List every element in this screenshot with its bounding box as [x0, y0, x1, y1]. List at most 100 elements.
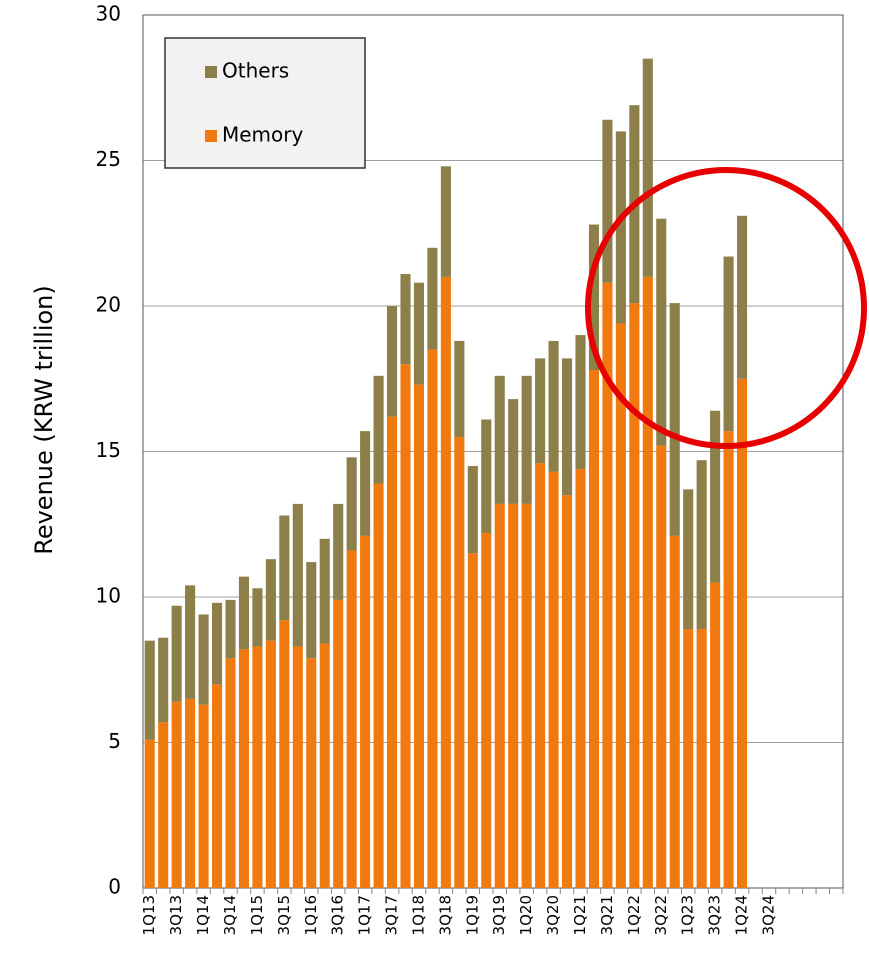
bar-segment: [575, 468, 586, 888]
bar-segment: [508, 399, 519, 504]
y-tick-label: 30: [96, 2, 121, 26]
bar-segment: [373, 375, 384, 484]
bar-segment: [238, 649, 250, 888]
bar-segment: [575, 335, 586, 469]
x-tick-label: 3Q20: [544, 895, 562, 935]
x-tick-label: 3Q23: [706, 895, 724, 935]
bar-segment: [360, 535, 371, 888]
x-tick-label: 3Q18: [436, 895, 454, 935]
x-tick-label: 1Q18: [409, 895, 427, 935]
bar-segment: [710, 410, 721, 583]
bar-segment: [561, 495, 573, 888]
bar-segment: [198, 614, 209, 705]
bar-segment: [373, 483, 384, 888]
y-tick-label: 25: [96, 147, 121, 171]
x-tick-label: 3Q22: [652, 895, 670, 935]
bar-segment: [683, 629, 694, 888]
bar-segment: [185, 585, 196, 699]
x-tick-label: 1Q19: [463, 895, 481, 935]
bar-segment: [669, 535, 680, 888]
bar-segment: [386, 416, 398, 888]
bar-segment: [602, 282, 613, 889]
x-tick-label: 1Q13: [140, 895, 158, 935]
bar-segment: [427, 349, 438, 888]
x-tick-label: 3Q15: [275, 895, 293, 935]
bar-segment: [642, 58, 653, 277]
y-tick-label: 20: [96, 293, 121, 317]
x-tick-label: 3Q16: [329, 895, 347, 935]
x-tick-label: 3Q19: [490, 895, 508, 935]
bar-segment: [225, 658, 236, 888]
bar-segment: [292, 646, 303, 888]
bar-segment: [454, 436, 465, 888]
bar-segment: [467, 466, 478, 554]
bar-segment: [481, 419, 492, 533]
bar-segment: [158, 637, 169, 723]
x-tick-label: 3Q21: [598, 895, 616, 935]
x-tick-label: 3Q14: [221, 895, 239, 935]
highlight-circle: [585, 167, 867, 449]
legend-swatch: [205, 66, 217, 78]
bar-segment: [642, 276, 653, 888]
x-tick-label: 1Q20: [517, 895, 535, 935]
bar-segment: [346, 457, 357, 551]
y-tick-label: 15: [96, 438, 121, 462]
bar-segment: [413, 282, 425, 385]
x-tick-label: 1Q14: [194, 895, 212, 935]
bar-segment: [548, 340, 559, 472]
bar-segment: [696, 629, 707, 888]
x-tick-label: 1Q22: [625, 895, 643, 935]
bar-segment: [185, 698, 196, 888]
bar-segment: [535, 358, 546, 464]
bar-segment: [481, 532, 492, 888]
bar-segment: [198, 704, 209, 888]
bar-segment: [669, 303, 680, 536]
legend-label: Memory: [222, 123, 304, 147]
bar-segment: [400, 364, 411, 888]
bar-segment: [683, 489, 694, 630]
legend-box: [164, 37, 366, 169]
bar-segment: [723, 431, 734, 888]
x-tick-label: 3Q24: [759, 895, 777, 935]
bar-segment: [710, 582, 721, 888]
bar-segment: [656, 218, 667, 446]
bar-segment: [561, 358, 573, 496]
bar-segment: [171, 605, 182, 702]
bar-segment: [440, 166, 451, 277]
bar-segment: [440, 276, 451, 888]
bar-segment: [252, 588, 263, 647]
bar-segment: [602, 119, 613, 283]
bar-segment: [238, 576, 250, 650]
bar-segment: [494, 503, 505, 888]
bar-segment: [333, 599, 344, 888]
bar-segment: [386, 306, 398, 417]
bar-segment: [400, 273, 411, 365]
bar-segment: [629, 303, 640, 889]
bar-segment: [508, 503, 519, 888]
bar-segment: [656, 445, 667, 888]
bar-segment: [306, 658, 317, 888]
y-tick-label: 10: [96, 584, 121, 608]
bar-segment: [144, 739, 155, 888]
y-tick-label: 0: [108, 875, 121, 899]
y-tick-label: 5: [108, 729, 121, 753]
x-tick-label: 1Q23: [679, 895, 697, 935]
bar-segment: [211, 684, 223, 888]
x-tick-label: 1Q21: [571, 895, 589, 935]
bar-segment: [346, 550, 357, 888]
bar-segment: [144, 640, 155, 740]
x-tick-label: 3Q13: [167, 895, 185, 935]
bar-segment: [225, 599, 236, 659]
bar-segment: [306, 562, 317, 659]
bar-segment: [319, 643, 330, 888]
bar-segment: [413, 384, 425, 888]
bar-segment: [736, 215, 748, 379]
bar-segment: [548, 471, 559, 888]
y-axis-label: Revenue (KRW trillion): [30, 285, 58, 555]
bar-segment: [158, 722, 169, 888]
bar-segment: [588, 370, 600, 888]
bar-segment: [736, 378, 748, 888]
bar-segment: [279, 620, 290, 888]
